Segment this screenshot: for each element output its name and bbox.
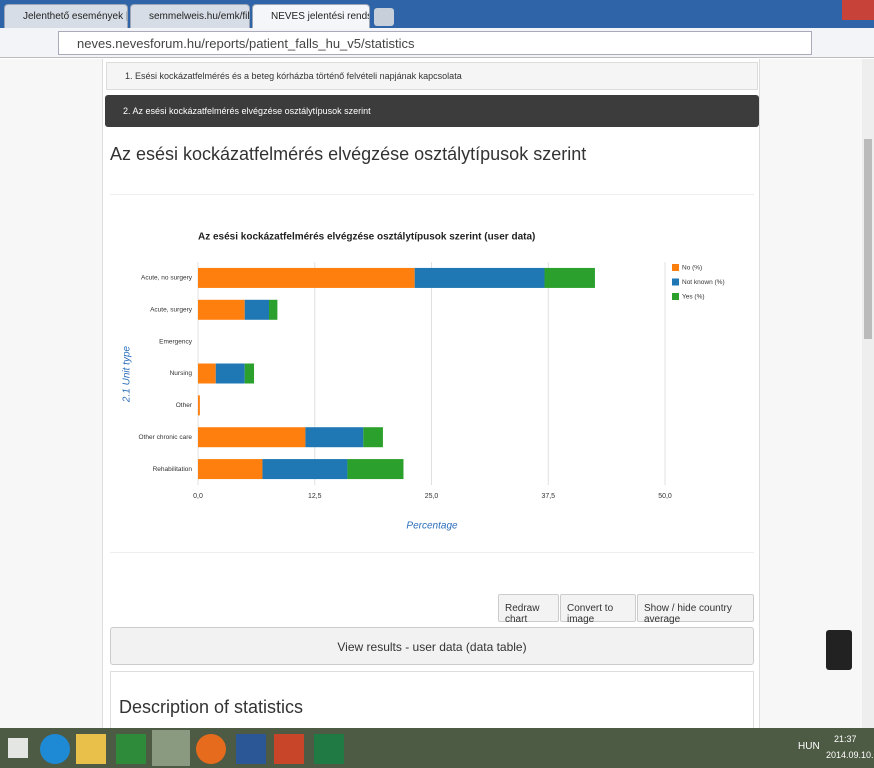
bar [244,299,269,320]
app-icon[interactable] [40,734,70,764]
chart: Az esési kockázatfelmérés elvégzése oszt… [122,232,725,532]
button[interactable]: Show / hide country average [637,594,754,625]
x-axis-title: Percentage [406,521,458,532]
divider [110,194,754,195]
section-header[interactable]: 2. Az esési kockázatfelmérés elvégzése o… [105,95,759,127]
divider [110,552,754,553]
x-tick-label: 12,5 [308,493,322,500]
language[interactable]: HUN [798,741,820,752]
legend-swatch [672,264,679,271]
bar [305,427,364,448]
legend-label: No (%) [682,265,702,272]
bar [244,363,255,384]
section-title: 2. Az esési kockázatfelmérés elvégzése o… [123,106,371,116]
chart-title: Az esési kockázatfelmérés elvégzése oszt… [198,232,535,243]
y-tick-label: Nursing [170,370,193,377]
tab[interactable]: semmelweis.hu/emk/files [130,4,250,28]
app-icon[interactable] [274,734,304,764]
scrollbar[interactable] [862,59,874,728]
button[interactable]: Convert to image [560,594,636,625]
y-tick-label: Other chronic care [139,434,193,441]
y-tick-label: Acute, surgery [150,307,193,314]
app-icon[interactable] [196,734,226,764]
y-tick-label: Other [176,402,193,409]
app-icon[interactable] [116,734,146,764]
heading: Az esési kockázatfelmérés elvégzése oszt… [110,144,587,164]
legend-label: Not known (%) [682,279,725,286]
address-bar[interactable]: neves.nevesforum.hu/reports/patient_fall… [58,31,812,55]
start-button[interactable] [8,738,28,758]
bar [268,299,278,320]
description-box [110,671,754,728]
bar [544,267,595,288]
section-title: 1. Esési kockázatfelmérés és a beteg kór… [125,71,462,81]
bar [198,395,200,416]
app-icon[interactable] [314,734,344,764]
bar [198,267,415,288]
url: neves.nevesforum.hu/reports/patient_fall… [77,36,415,51]
table-toggle-label: View results - user data (data table) [337,640,527,654]
button-label: Redraw chart [505,603,540,625]
new-tab[interactable] [374,8,394,26]
tab-title: semmelweis.hu/emk/files [149,11,250,22]
tab[interactable]: Jelenthető események | Eg [4,4,128,28]
x-tick-label: 37,5 [541,493,555,500]
legend-swatch [672,293,679,300]
legend-label: Yes (%) [682,294,705,301]
app-icon[interactable] [76,734,106,764]
y-tick-label: Acute, no surgery [141,275,193,282]
description-title: Description of statistics [119,697,304,717]
app-icon[interactable] [152,730,190,766]
close-window[interactable] [842,0,874,20]
tab-title: Jelenthető események | Eg [23,11,127,22]
button[interactable]: Redraw chart [498,594,559,625]
tab[interactable]: NEVES jelentési rendszer | [252,4,370,28]
tab-title: NEVES jelentési rendszer | [271,11,369,22]
table-toggle[interactable]: View results - user data (data table) [110,627,754,665]
button-label: Show / hide country average [644,603,732,625]
app-icon[interactable] [236,734,266,764]
bar [198,459,263,480]
section-header[interactable]: 1. Esési kockázatfelmérés és a beteg kór… [106,62,758,90]
bar [215,363,245,384]
y-tick-label: Emergency [159,338,193,345]
x-tick-label: 25,0 [425,493,439,500]
y-tick-label: Rehabilitation [153,466,193,473]
clock-time[interactable]: 21:37 [834,734,857,744]
bar [198,299,245,320]
clock-date[interactable]: 2014.09.10. [826,750,874,760]
bar [363,427,383,448]
bar [347,459,404,480]
button-label: Convert to image [567,603,614,625]
legend-swatch [672,278,679,286]
x-tick-label: 50,0 [658,493,672,500]
x-tick-label: 0,0 [193,493,203,500]
bar [414,267,545,288]
y-axis-title: 2.1 Unit type [122,345,133,403]
bar [262,459,348,480]
bar [198,363,216,384]
scroll-thumb[interactable] [864,139,872,339]
scroll-top-button[interactable] [826,630,852,670]
bar [198,427,306,448]
